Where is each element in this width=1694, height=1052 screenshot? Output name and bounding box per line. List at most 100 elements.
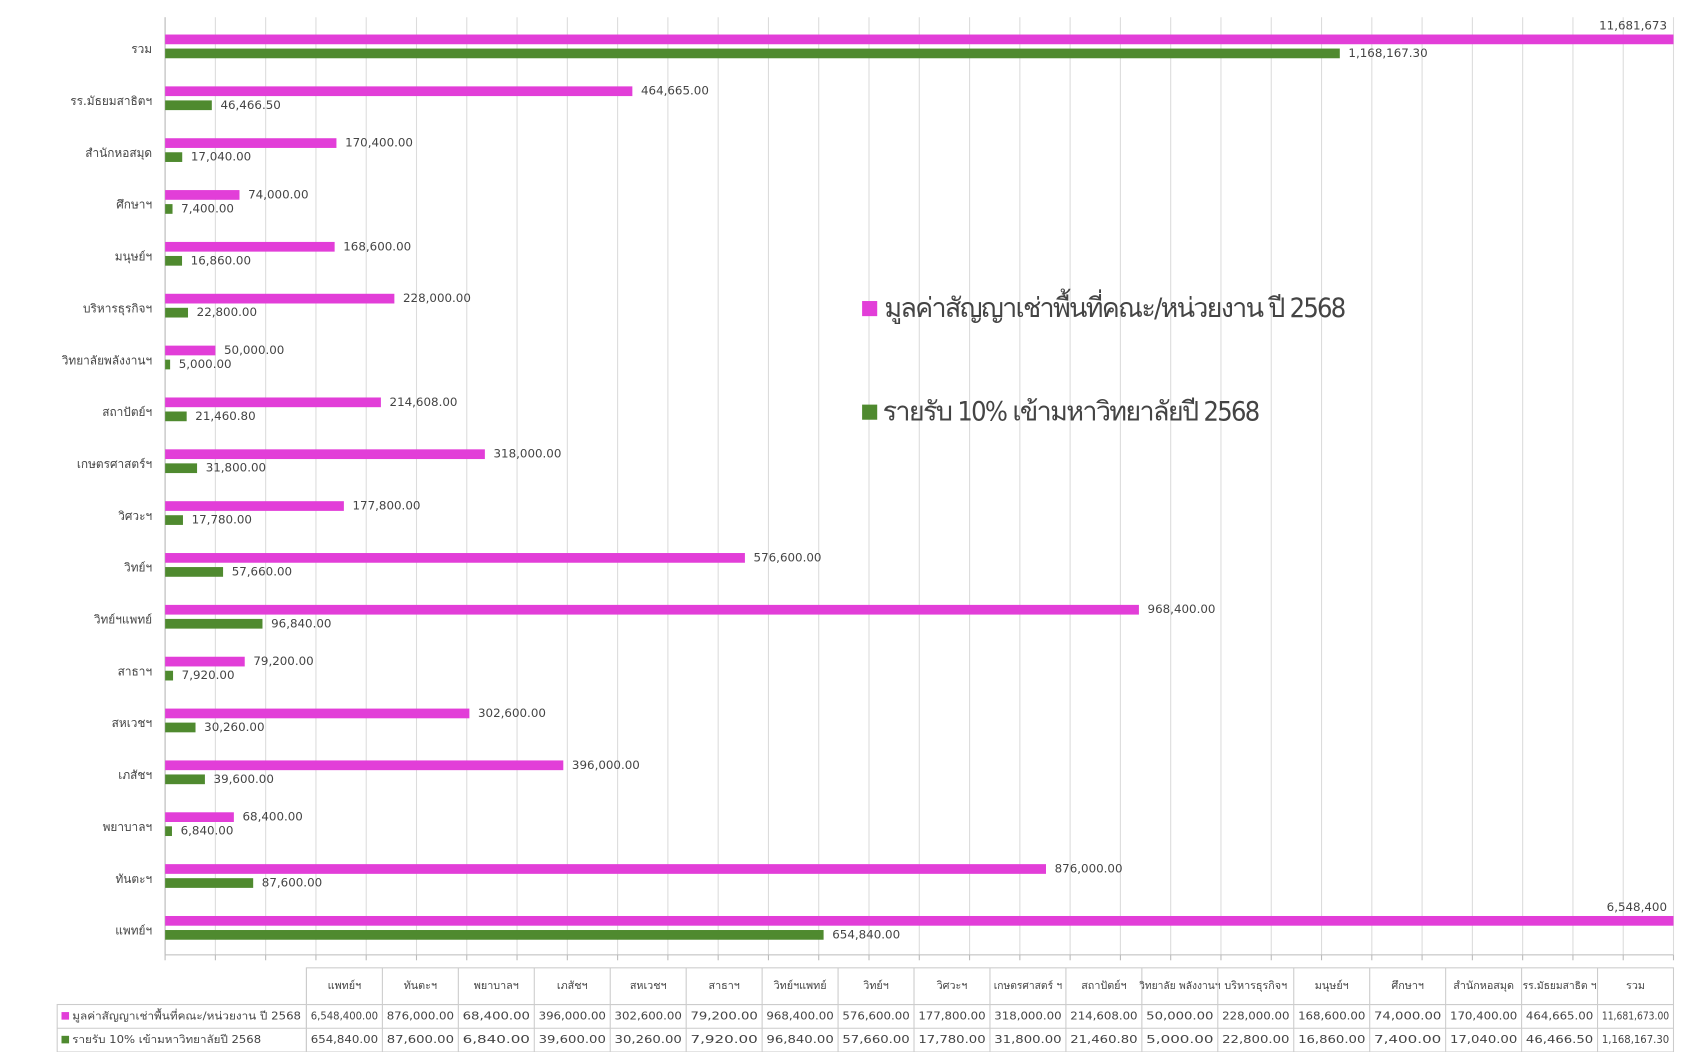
category-label: บริหารธุรกิจฯ [83, 301, 152, 315]
bar [165, 774, 205, 785]
bar [165, 915, 1674, 926]
table-cell: 11,681,673.00 [1602, 1009, 1669, 1022]
bar [165, 48, 1340, 59]
bar [165, 553, 745, 563]
table-cell: 22,800.00 [1222, 1033, 1289, 1046]
value-label: 654,840.00 [832, 927, 900, 941]
bar [165, 812, 234, 822]
legend-label: มูลค่าสัญญาเช่าพื้นที่คณะ/หน่วยงาน ปี 25… [884, 288, 1346, 324]
row-header: มูลค่าสัญญาเช่าพื้นที่คณะ/หน่วยงาน ปี 25… [72, 1007, 301, 1022]
value-label: 576,600.00 [754, 550, 822, 564]
table-cell: 1,168,167.30 [1602, 1033, 1669, 1046]
bar [165, 204, 173, 214]
bar [165, 515, 183, 525]
value-label: 31,800.00 [206, 461, 266, 475]
value-label: 46,466.50 [220, 98, 280, 112]
value-label: 396,000.00 [572, 758, 640, 772]
bar [165, 604, 1139, 615]
category-label: มนุษย์ฯ [115, 250, 152, 264]
legend-swatch [61, 1012, 70, 1020]
table-cell: 177,800.00 [918, 1009, 985, 1022]
legend: มูลค่าสัญญาเช่าพื้นที่คณะ/หน่วยงาน ปี 25… [862, 288, 1346, 428]
value-label: 6,840.00 [181, 824, 234, 838]
bar [165, 722, 196, 733]
column-header: พยาบาลฯ [474, 979, 519, 992]
bar [165, 359, 171, 370]
category-label: สหเวชฯ [112, 716, 152, 730]
table-cell: 30,260.00 [615, 1033, 682, 1046]
table-cell: 876,000.00 [387, 1009, 454, 1022]
legend-swatch [862, 404, 878, 420]
value-label: 57,660.00 [232, 564, 292, 578]
category-label: วิทย์ฯ [124, 561, 152, 575]
table-cell: 168,600.00 [1298, 1009, 1365, 1022]
column-header: สหเวชฯ [630, 979, 667, 992]
value-label: 87,600.00 [262, 876, 322, 890]
bar [165, 138, 337, 148]
table-cell: 16,860.00 [1298, 1033, 1365, 1046]
category-label: สำนักหอสมุด [85, 146, 152, 160]
table-cell: 79,200.00 [690, 1009, 757, 1022]
bar [165, 411, 187, 422]
table-cell: 7,920.00 [690, 1033, 758, 1046]
category-label: รวม [131, 42, 152, 56]
bar [165, 307, 189, 318]
bar [165, 241, 335, 252]
value-label: 16,860.00 [191, 253, 251, 267]
bar [165, 345, 216, 356]
table-cell: 654,840.00 [311, 1033, 378, 1046]
column-header: วิทยาลัย พลังงานฯ [1139, 980, 1221, 992]
table-cell: 31,800.00 [994, 1033, 1061, 1046]
table-cell: 396,000.00 [539, 1009, 606, 1022]
column-header: แพทย์ฯ [328, 979, 362, 992]
bar [165, 100, 212, 111]
value-label: 214,608.00 [390, 395, 458, 409]
bar [165, 878, 254, 888]
category-label: วิศวะฯ [118, 509, 152, 523]
column-header: มนุษย์ฯ [1315, 979, 1349, 992]
table-cell: 576,600.00 [842, 1009, 909, 1022]
value-label: 96,840.00 [271, 616, 331, 630]
table-cell: 68,400.00 [463, 1009, 530, 1022]
value-label: 17,040.00 [191, 150, 251, 164]
value-label: 177,800.00 [353, 499, 421, 513]
table-cell: 17,780.00 [918, 1033, 985, 1046]
column-header: บริหารธุรกิจฯ [1224, 979, 1287, 992]
table-cell: 228,000.00 [1222, 1009, 1289, 1022]
bar [165, 86, 633, 97]
column-header: รร.มัธยมสาธิต ฯ [1523, 980, 1597, 992]
value-label: 5,000.00 [179, 357, 232, 371]
value-label: 1,168,167.30 [1348, 46, 1427, 60]
column-header: รวม [1626, 979, 1645, 992]
table-cell: 21,460.80 [1070, 1033, 1137, 1046]
table-cell: 74,000.00 [1374, 1009, 1441, 1022]
value-label: 74,000.00 [248, 187, 308, 201]
legend-swatch [61, 1035, 70, 1044]
value-label: 11,681,673 [1599, 18, 1667, 32]
table-cell: 968,400.00 [766, 1009, 833, 1022]
value-label: 21,460.80 [195, 409, 255, 423]
category-label: สถาปัตย์ฯ [102, 405, 152, 419]
column-header: เกษตรศาสตร์ ฯ [994, 980, 1063, 992]
value-label: 302,600.00 [478, 706, 546, 720]
value-label: 170,400.00 [345, 136, 413, 150]
table-cell: 464,665.00 [1526, 1009, 1593, 1022]
bar [165, 760, 564, 771]
category-label: ศึกษาฯ [116, 198, 152, 212]
value-label: 50,000.00 [224, 343, 284, 357]
bar [165, 34, 1674, 45]
table-cell: 214,608.00 [1070, 1009, 1137, 1022]
bar [165, 397, 381, 408]
table-cell: 39,600.00 [539, 1033, 606, 1046]
value-label: 30,260.00 [204, 720, 264, 734]
value-label: 7,400.00 [181, 201, 234, 215]
table-cell: 46,466.50 [1526, 1033, 1593, 1046]
table-cell: 50,000.00 [1146, 1009, 1213, 1022]
table-cell: 57,660.00 [842, 1033, 909, 1046]
value-label: 228,000.00 [403, 291, 471, 305]
table-cell: 7,400.00 [1374, 1033, 1442, 1046]
table-cell: 170,400.00 [1450, 1009, 1517, 1022]
column-header: สำนักหอสมุด [1453, 979, 1514, 992]
table-cell: 5,000.00 [1146, 1033, 1214, 1046]
column-header: สถาปัตย์ฯ [1081, 979, 1126, 992]
